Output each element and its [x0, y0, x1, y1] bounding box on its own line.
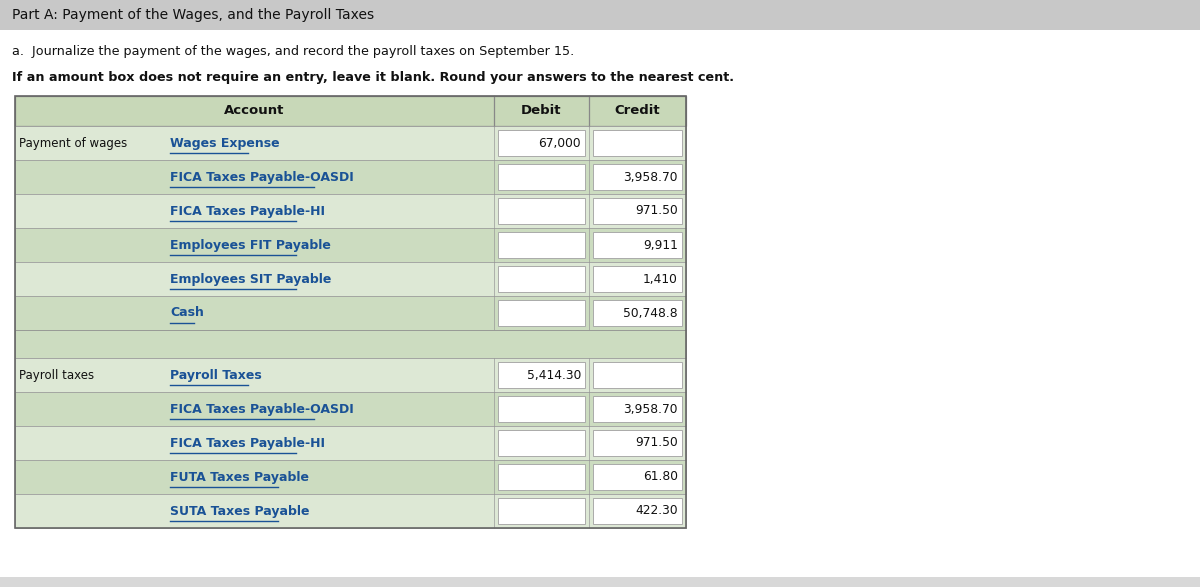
Text: a.  Journalize the payment of the wages, and record the payroll taxes on Septemb: a. Journalize the payment of the wages, … — [12, 46, 575, 59]
Bar — [593, 464, 682, 490]
Bar — [498, 130, 586, 156]
Bar — [0, 0, 1200, 30]
Text: Credit: Credit — [614, 104, 660, 117]
Bar — [498, 464, 586, 490]
Bar — [498, 430, 586, 456]
Bar — [498, 266, 586, 292]
Text: 50,748.8: 50,748.8 — [623, 306, 678, 319]
Text: FICA Taxes Payable-OASDI: FICA Taxes Payable-OASDI — [170, 403, 354, 416]
Bar — [14, 494, 686, 528]
Bar — [498, 164, 586, 190]
Bar — [14, 426, 686, 460]
Bar — [498, 198, 586, 224]
Text: Employees FIT Payable: Employees FIT Payable — [170, 238, 331, 251]
Text: Payroll Taxes: Payroll Taxes — [170, 369, 262, 382]
Bar — [593, 362, 682, 388]
Bar — [498, 300, 586, 326]
Bar — [0, 577, 1200, 587]
Bar — [593, 164, 682, 190]
Text: Account: Account — [224, 104, 284, 117]
Text: 3,958.70: 3,958.70 — [624, 170, 678, 184]
Text: FICA Taxes Payable-HI: FICA Taxes Payable-HI — [170, 204, 325, 218]
Bar — [498, 498, 586, 524]
Bar — [593, 396, 682, 422]
Bar — [593, 498, 682, 524]
Bar — [14, 96, 686, 126]
Bar — [14, 296, 686, 330]
Text: 3,958.70: 3,958.70 — [624, 403, 678, 416]
Bar — [14, 460, 686, 494]
Bar — [498, 232, 586, 258]
Text: Payroll taxes: Payroll taxes — [19, 369, 94, 382]
Text: 61.80: 61.80 — [643, 471, 678, 484]
Bar — [593, 232, 682, 258]
Bar — [498, 362, 586, 388]
Bar — [14, 228, 686, 262]
Bar — [498, 396, 586, 422]
Text: If an amount box does not require an entry, leave it blank. Round your answers t: If an amount box does not require an ent… — [12, 72, 734, 85]
Bar — [14, 96, 686, 528]
Bar — [14, 160, 686, 194]
Text: SUTA Taxes Payable: SUTA Taxes Payable — [170, 504, 310, 518]
Text: Employees SIT Payable: Employees SIT Payable — [170, 272, 331, 285]
Bar — [593, 300, 682, 326]
Text: Part A: Payment of the Wages, and the Payroll Taxes: Part A: Payment of the Wages, and the Pa… — [12, 8, 374, 22]
Bar — [593, 198, 682, 224]
Bar — [593, 266, 682, 292]
Text: 1,410: 1,410 — [643, 272, 678, 285]
Bar — [14, 330, 686, 358]
Text: 422.30: 422.30 — [635, 504, 678, 518]
Bar — [14, 392, 686, 426]
Text: FUTA Taxes Payable: FUTA Taxes Payable — [170, 471, 310, 484]
Bar — [14, 194, 686, 228]
Text: 971.50: 971.50 — [635, 437, 678, 450]
Bar — [593, 430, 682, 456]
Text: 9,911: 9,911 — [643, 238, 678, 251]
Text: 67,000: 67,000 — [539, 137, 581, 150]
Text: FICA Taxes Payable-OASDI: FICA Taxes Payable-OASDI — [170, 170, 354, 184]
Text: Payment of wages: Payment of wages — [19, 137, 127, 150]
Bar — [593, 130, 682, 156]
Text: 5,414.30: 5,414.30 — [527, 369, 581, 382]
Text: Debit: Debit — [521, 104, 562, 117]
Bar — [14, 262, 686, 296]
Bar — [14, 358, 686, 392]
Text: Wages Expense: Wages Expense — [170, 137, 280, 150]
Bar — [14, 126, 686, 160]
Text: Cash: Cash — [170, 306, 204, 319]
Text: FICA Taxes Payable-HI: FICA Taxes Payable-HI — [170, 437, 325, 450]
Text: 971.50: 971.50 — [635, 204, 678, 218]
